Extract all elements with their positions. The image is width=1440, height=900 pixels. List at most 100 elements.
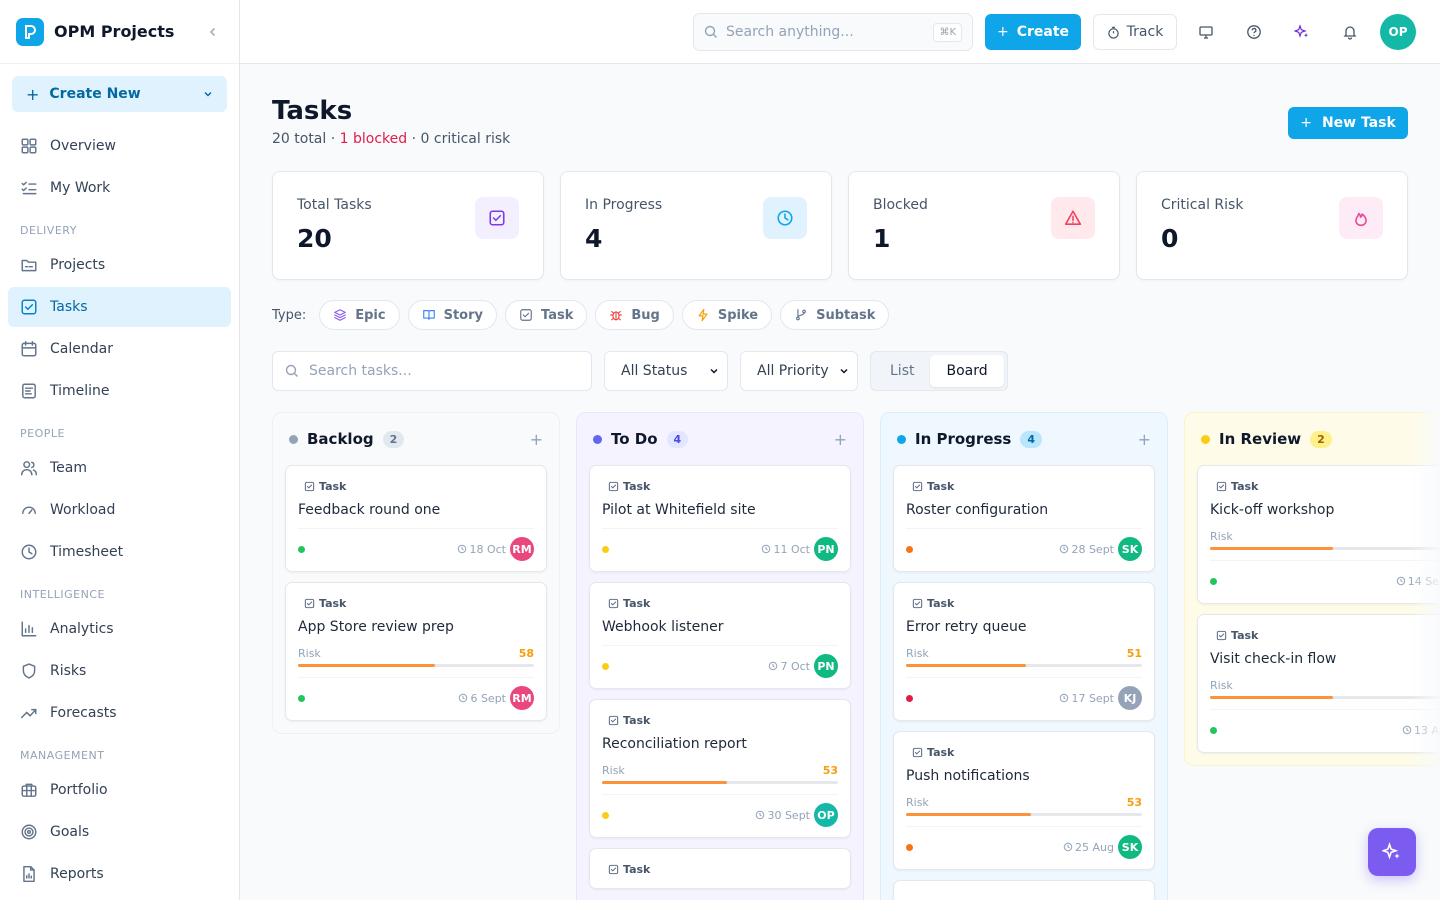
type-chip-story[interactable]: Story bbox=[407, 300, 498, 330]
sidebar-item-timeline[interactable]: Timeline bbox=[8, 371, 231, 411]
column-add-icon[interactable]: + bbox=[833, 429, 847, 449]
task-search[interactable] bbox=[272, 351, 592, 391]
create-button[interactable]: + Create bbox=[985, 14, 1081, 50]
create-new-button[interactable]: + Create New bbox=[12, 76, 227, 112]
sidebar-item-workload[interactable]: Workload bbox=[8, 490, 231, 530]
stat-value: 1 bbox=[873, 224, 891, 253]
priority-dot bbox=[602, 545, 609, 553]
global-search-input[interactable] bbox=[726, 24, 934, 40]
risk-row: Risk bbox=[1210, 679, 1440, 692]
sidebar-item-label: My Work bbox=[50, 180, 111, 196]
ai-assistant-button[interactable] bbox=[1368, 828, 1416, 876]
task-search-input[interactable] bbox=[309, 363, 579, 379]
type-chip-epic[interactable]: Epic bbox=[319, 300, 400, 330]
risk-label: Risk bbox=[906, 647, 929, 660]
card-type-label: Task bbox=[623, 714, 651, 727]
assignee-avatar[interactable]: SK bbox=[1118, 537, 1142, 561]
task-card[interactable]: Task Reconciliation report Risk 53 30 Sept OP bbox=[589, 699, 851, 838]
card-type-label: Task bbox=[319, 480, 347, 493]
column-count-badge: 2 bbox=[1310, 430, 1332, 448]
sidebar-item-calendar[interactable]: Calendar bbox=[8, 329, 231, 369]
checkbox-icon bbox=[608, 864, 619, 875]
task-card[interactable]: Task Push notifications Risk 53 25 Aug SK bbox=[893, 731, 1155, 870]
task-card[interactable]: Task App Store review prep Risk 58 6 Sept RM bbox=[285, 582, 547, 721]
global-search[interactable]: ⌘K bbox=[693, 13, 973, 51]
task-card[interactable]: Task Feedback round one 18 Oct RM bbox=[285, 465, 547, 572]
task-card[interactable] bbox=[893, 880, 1155, 900]
sidebar-item-portfolio[interactable]: Portfolio bbox=[8, 770, 231, 810]
priority-dot bbox=[602, 662, 609, 670]
new-task-button[interactable]: + New Task bbox=[1288, 107, 1408, 139]
assignee-avatar[interactable]: RM bbox=[510, 537, 534, 561]
due-date-text: 30 Sept bbox=[767, 808, 810, 822]
card-footer: 6 Sept RM bbox=[298, 677, 534, 710]
search-icon bbox=[704, 25, 717, 38]
view-toggle: List Board bbox=[870, 351, 1008, 391]
risk-bar-fill bbox=[602, 781, 728, 784]
sidebar-item-team[interactable]: Team bbox=[8, 448, 231, 488]
sidebar-item-reports[interactable]: Reports bbox=[8, 854, 231, 894]
type-chip-label: Task bbox=[541, 307, 574, 323]
task-card[interactable]: Task Pilot at Whitefield site 11 Oct PN bbox=[589, 465, 851, 572]
task-card[interactable]: Task Roster configuration 28 Sept SK bbox=[893, 465, 1155, 572]
card-footer: 25 Aug SK bbox=[906, 826, 1142, 859]
sidebar-item-risks[interactable]: Risks bbox=[8, 651, 231, 691]
task-card[interactable]: Task Kick-off workshop Risk 14 Sep bbox=[1197, 465, 1440, 604]
user-avatar[interactable]: OP bbox=[1380, 14, 1416, 50]
chevron-down-icon bbox=[204, 92, 212, 97]
sidebar-item-label: Risks bbox=[50, 663, 87, 679]
collapse-sidebar-icon[interactable] bbox=[203, 22, 223, 42]
track-button[interactable]: Track bbox=[1093, 14, 1177, 50]
due-date-text: 13 Au bbox=[1414, 723, 1440, 737]
sidebar-item-analytics[interactable]: Analytics bbox=[8, 609, 231, 649]
column-count-badge: 4 bbox=[1020, 430, 1042, 448]
risk-bar-fill bbox=[906, 664, 1027, 667]
calendar-icon bbox=[20, 340, 38, 358]
task-card[interactable]: Task Visit check-in flow Risk 13 Au bbox=[1197, 614, 1440, 753]
sidebar-item-my-work[interactable]: My Work bbox=[8, 168, 231, 208]
task-card[interactable]: Task bbox=[589, 848, 851, 889]
assignee-avatar[interactable]: RM bbox=[510, 686, 534, 710]
assignee-avatar[interactable]: SK bbox=[1118, 835, 1142, 859]
status-select[interactable]: All Status bbox=[604, 351, 728, 391]
assignee-avatar[interactable]: KJ bbox=[1118, 686, 1142, 710]
page-summary: 20 total · 1 blocked · 0 critical risk bbox=[272, 131, 511, 147]
type-chip-task[interactable]: Task bbox=[505, 300, 588, 330]
column-count-badge: 2 bbox=[382, 430, 405, 448]
view-list-button[interactable]: List bbox=[890, 363, 915, 379]
help-icon[interactable] bbox=[1242, 20, 1266, 44]
status-select-value: All Status bbox=[621, 363, 688, 379]
priority-select[interactable]: All Priority bbox=[740, 351, 858, 391]
column-add-icon[interactable]: + bbox=[1137, 429, 1151, 449]
stat-label: Total Tasks bbox=[297, 197, 372, 213]
sidebar-item-forecasts[interactable]: Forecasts bbox=[8, 693, 231, 733]
type-chip-subtask[interactable]: Subtask bbox=[780, 300, 890, 330]
card-type: Task bbox=[1210, 480, 1440, 493]
monitor-icon[interactable] bbox=[1194, 20, 1218, 44]
assignee-avatar[interactable]: PN bbox=[814, 537, 838, 561]
sidebar-item-tasks[interactable]: Tasks bbox=[8, 287, 231, 327]
assignee-avatar[interactable]: PN bbox=[814, 654, 838, 678]
task-card[interactable]: Task Webhook listener 7 Oct PN bbox=[589, 582, 851, 689]
risk-label: Risk bbox=[602, 764, 625, 777]
type-filter-label: Type: bbox=[272, 307, 307, 323]
view-board-button[interactable]: Board bbox=[930, 355, 1004, 387]
card-title: Roster configuration bbox=[906, 502, 1049, 518]
card-type-label: Task bbox=[927, 746, 955, 759]
bell-icon[interactable] bbox=[1338, 20, 1362, 44]
sidebar-item-projects[interactable]: Projects bbox=[8, 245, 231, 285]
sidebar-item-goals[interactable]: Goals bbox=[8, 812, 231, 852]
sidebar-item-overview[interactable]: Overview bbox=[8, 126, 231, 166]
priority-dot bbox=[298, 694, 305, 702]
assignee-avatar[interactable]: OP bbox=[814, 803, 838, 827]
card-type-label: Task bbox=[927, 480, 955, 493]
risk-bar bbox=[602, 781, 838, 784]
sidebar-item-timesheet[interactable]: Timesheet bbox=[8, 532, 231, 572]
sparkles-icon[interactable] bbox=[1290, 20, 1314, 44]
task-card[interactable]: Task Error retry queue Risk 51 17 Sept KJ bbox=[893, 582, 1155, 721]
card-title: Push notifications bbox=[906, 768, 1030, 784]
stopwatch-icon bbox=[1107, 26, 1119, 39]
type-chip-spike[interactable]: Spike bbox=[681, 300, 773, 330]
type-chip-bug[interactable]: Bug bbox=[595, 300, 674, 330]
column-add-icon[interactable]: + bbox=[529, 429, 543, 449]
